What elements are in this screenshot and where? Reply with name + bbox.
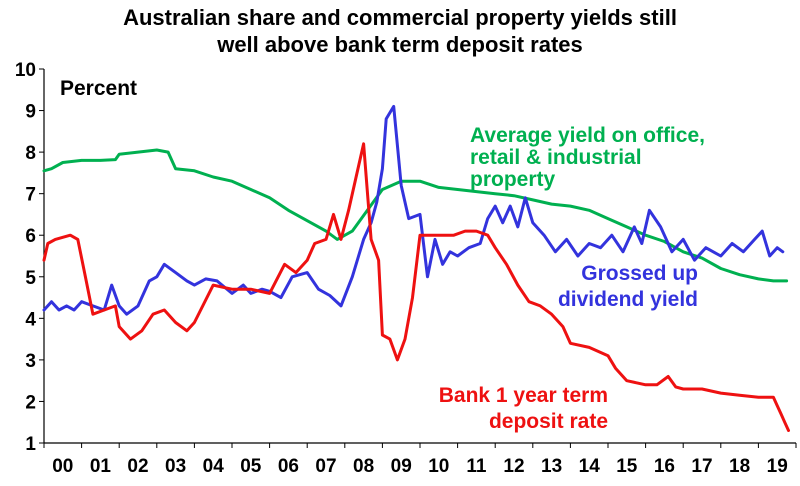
series-line-0: [42, 148, 789, 283]
series-label-line: dividend yield: [558, 288, 698, 311]
x-tick-label: 19: [767, 456, 788, 477]
x-tick-label: 04: [203, 456, 225, 477]
x-tick-label: 06: [278, 456, 299, 477]
series-label-line: retail & industrial: [470, 146, 642, 169]
x-tick-label: 13: [541, 456, 562, 477]
y-tick-label: 10: [15, 60, 36, 81]
x-tick-label: 08: [353, 456, 374, 477]
unit-label: Percent: [60, 77, 137, 100]
series-labels: Average yield on office, retail & industr…: [439, 124, 705, 433]
series-label-line: Bank 1 year term: [439, 384, 608, 407]
chart-title-line-2: well above bank term deposit rates: [217, 32, 583, 57]
series-label-1: Grossed up dividend yield: [558, 262, 698, 311]
series-label-0: Average yield on office, retail & industr…: [470, 124, 705, 191]
x-tick-label: 18: [729, 456, 750, 477]
x-tick-label: 00: [52, 456, 73, 477]
chart-title-line-1: Australian share and commercial property…: [123, 5, 677, 30]
y-tick-label: 2: [25, 392, 36, 413]
series-line-2: [42, 142, 790, 432]
x-tick-label: 07: [315, 456, 336, 477]
y-tick-label: 3: [25, 351, 36, 372]
chart-title: Australian share and commercial property…: [0, 4, 800, 58]
x-tick-label: 12: [503, 456, 524, 477]
x-tick-label: 14: [579, 456, 601, 477]
series-line-1: [42, 104, 785, 316]
x-tick-label: 01: [90, 456, 112, 477]
y-tick-label: 5: [25, 268, 36, 289]
x-tick-label: 02: [127, 456, 148, 477]
x-tick-label: 11: [466, 456, 487, 477]
x-tick-label: 10: [428, 456, 449, 477]
y-tick-label: 6: [25, 226, 36, 247]
series-label-line: Average yield on office,: [470, 124, 705, 147]
series-label-2: Bank 1 year term deposit rate: [439, 384, 608, 433]
x-tick-label: 03: [165, 456, 186, 477]
y-tick-label: 1: [25, 434, 36, 455]
series-layer: [42, 104, 790, 432]
x-tick-label: 09: [391, 456, 412, 477]
series-label-line: property: [470, 168, 556, 191]
y-tick-label: 9: [25, 102, 36, 123]
y-tick-label: 4: [25, 309, 36, 330]
y-tick-label: 8: [25, 143, 36, 164]
series-label-line: Grossed up: [581, 262, 698, 285]
x-tick-label: 17: [691, 456, 712, 477]
series-label-line: deposit rate: [489, 410, 608, 433]
x-tick-label: 16: [654, 456, 675, 477]
y-tick-label: 7: [25, 185, 36, 206]
x-tick-label: 15: [616, 456, 638, 477]
x-tick-label: 05: [240, 456, 262, 477]
